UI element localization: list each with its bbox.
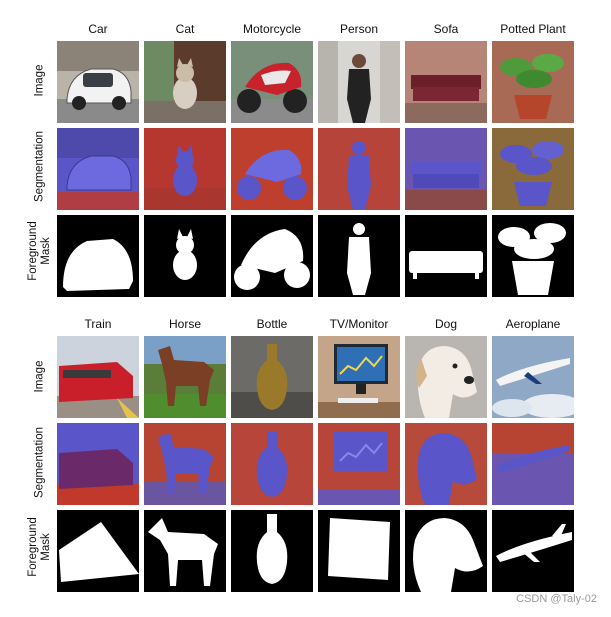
image-train bbox=[57, 336, 139, 418]
segmentation-tv-monitor bbox=[318, 423, 400, 505]
segmentation-train bbox=[57, 423, 139, 505]
image-horse bbox=[144, 336, 226, 418]
segmentation-cat bbox=[144, 128, 226, 210]
image-cat bbox=[144, 41, 226, 123]
image-sofa bbox=[405, 41, 487, 123]
mask-person bbox=[318, 215, 400, 297]
row-label-image-2: Image bbox=[33, 360, 46, 393]
image-person bbox=[318, 41, 400, 123]
col-label-tv-monitor: TV/Monitor bbox=[329, 317, 389, 331]
segmentation-potted-plant bbox=[492, 128, 574, 210]
col-label-horse: Horse bbox=[168, 317, 201, 331]
col-label-sofa: Sofa bbox=[433, 22, 459, 36]
segmentation-horse bbox=[144, 423, 226, 505]
image-dog bbox=[405, 336, 487, 418]
image-bottle bbox=[231, 336, 313, 418]
mask-tv-monitor bbox=[318, 510, 400, 592]
segmentation-dog bbox=[405, 423, 487, 505]
col-label-dog: Dog bbox=[434, 317, 457, 331]
image-motorcycle bbox=[231, 41, 313, 123]
mask-car bbox=[57, 215, 139, 297]
mask-motorcycle bbox=[231, 215, 313, 297]
col-label-car: Car bbox=[88, 22, 108, 36]
col-label-bottle: Bottle bbox=[256, 317, 288, 331]
image-car bbox=[57, 41, 139, 123]
segmentation-bottle bbox=[231, 423, 313, 505]
mask-sofa bbox=[405, 215, 487, 297]
segmentation-motorcycle bbox=[231, 128, 313, 210]
segmentation-sofa bbox=[405, 128, 487, 210]
col-label-cat: Cat bbox=[175, 22, 195, 36]
watermark: CSDN @Taly-02 bbox=[516, 593, 597, 605]
col-label-potted-plant: Potted Plant bbox=[500, 22, 566, 36]
segmentation-person bbox=[318, 128, 400, 210]
col-label-train: Train bbox=[84, 317, 112, 331]
row-label-foreground-mask: Foreground Mask bbox=[27, 221, 52, 281]
segmentation-aeroplane bbox=[492, 423, 574, 505]
col-label-aeroplane: Aeroplane bbox=[505, 317, 561, 331]
image-potted-plant bbox=[492, 41, 574, 123]
col-label-motorcycle: Motorcycle bbox=[242, 22, 301, 36]
row-label-segmentation-2: Segmentation bbox=[33, 427, 46, 498]
mask-dog bbox=[405, 510, 487, 592]
mask-horse bbox=[144, 510, 226, 592]
mask-cat bbox=[144, 215, 226, 297]
row-label-segmentation: Segmentation bbox=[33, 131, 46, 202]
mask-aeroplane bbox=[492, 510, 574, 592]
mask-train bbox=[57, 510, 139, 592]
image-tv-monitor bbox=[318, 336, 400, 418]
mask-bottle bbox=[231, 510, 313, 592]
row-label-image: Image bbox=[33, 64, 46, 97]
image-aeroplane bbox=[492, 336, 574, 418]
mask-potted-plant bbox=[492, 215, 574, 297]
row-label-foreground-mask-2: Foreground Mask bbox=[27, 517, 52, 577]
segmentation-car bbox=[57, 128, 139, 210]
col-label-person: Person bbox=[339, 22, 379, 36]
